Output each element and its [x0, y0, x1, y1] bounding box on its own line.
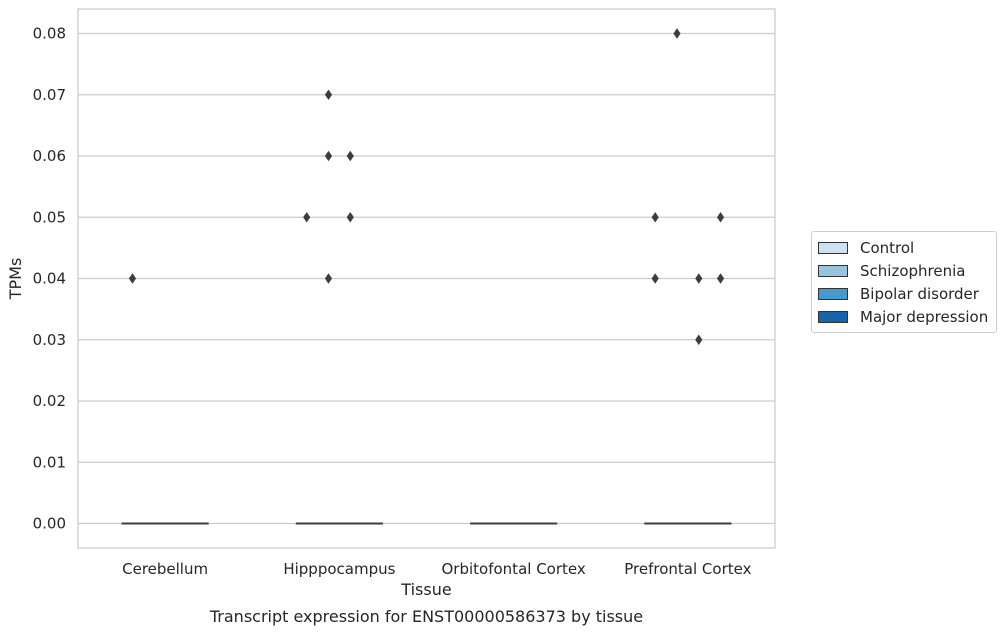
- x-tick-labels: Cerebellum Hipppocampus Orbitofontal Corte…: [122, 560, 751, 578]
- outlier-point: [128, 273, 137, 284]
- outlier-point: [673, 28, 681, 39]
- legend-label: Schizophrenia: [860, 261, 966, 280]
- y-axis-label: TPMs: [6, 258, 25, 301]
- outlier-point: [324, 150, 333, 162]
- legend-swatch: [818, 241, 848, 254]
- x-axis-label: Tissue: [400, 580, 451, 599]
- x-tick-label: Hipppocampus: [283, 560, 395, 578]
- x-tick-label: Orbitofontal Cortex: [442, 560, 586, 578]
- outlier-point: [324, 89, 333, 100]
- grid: [78, 32, 775, 525]
- outlier-point: [716, 273, 725, 284]
- chart-caption: Transcript expression for ENST0000058637…: [209, 607, 643, 626]
- y-tick-labels: 0.00 0.01 0.02 0.03 0.04 0.05 0.06 0.07 0.08: [33, 25, 66, 533]
- outlier-point: [324, 273, 333, 284]
- y-tick-label: 0.08: [33, 25, 66, 43]
- y-tick-label: 0.04: [33, 270, 66, 288]
- outlier-point: [346, 212, 354, 223]
- x-tick-label: Prefrontal Cortex: [624, 560, 751, 578]
- y-tick-label: 0.02: [33, 392, 66, 410]
- legend-item: Bipolar disorder: [812, 282, 996, 305]
- y-tick-label: 0.03: [33, 331, 66, 349]
- y-tick-label: 0.05: [33, 208, 66, 226]
- legend-label: Control: [860, 238, 915, 257]
- y-tick-label: 0.01: [33, 453, 66, 471]
- legend-label: Major depression: [860, 307, 989, 326]
- outlier-point: [695, 273, 703, 284]
- outlier-point: [695, 334, 703, 345]
- y-tick-label: 0.00: [33, 515, 66, 533]
- outlier-point: [651, 273, 659, 284]
- plot-frame: [77, 8, 776, 549]
- legend-swatch: [818, 264, 848, 277]
- legend-label: Bipolar disorder: [860, 284, 979, 303]
- legend-item: Control: [812, 236, 996, 259]
- outliers: [128, 28, 725, 345]
- x-tick-label: Cerebellum: [122, 560, 208, 578]
- y-tick-label: 0.07: [33, 86, 66, 104]
- legend-swatch: [818, 310, 848, 323]
- outlier-point: [346, 150, 354, 162]
- y-tick-label: 0.06: [33, 147, 66, 165]
- outlier-point: [651, 212, 659, 223]
- legend-swatch: [818, 287, 848, 300]
- legend-item: Schizophrenia: [812, 259, 996, 282]
- legend-item: Major depression: [812, 305, 996, 328]
- legend: Control Schizophrenia Bipolar disorder Majo…: [811, 231, 997, 333]
- outlier-point: [303, 212, 311, 223]
- outlier-point: [716, 212, 725, 223]
